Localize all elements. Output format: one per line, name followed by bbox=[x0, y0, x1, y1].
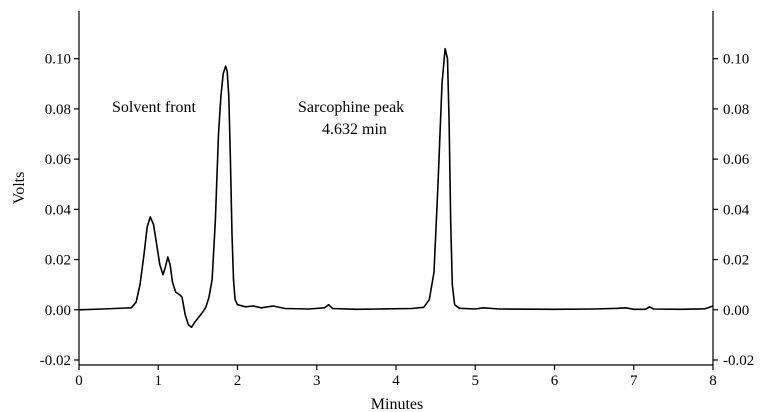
x-tick-label: 7 bbox=[630, 373, 638, 389]
y-tick-label-right: 0.06 bbox=[723, 152, 750, 168]
y-tick-label-right: 0.10 bbox=[723, 52, 749, 68]
x-tick-label: 4 bbox=[392, 373, 400, 389]
solvent-front-annotation: Solvent front bbox=[112, 99, 197, 116]
x-tick-label: 1 bbox=[155, 373, 163, 389]
tick-marks bbox=[74, 58, 718, 370]
y-tick-label-right: 0.00 bbox=[723, 303, 749, 319]
sarcophine-time-annotation: 4.632 min bbox=[322, 121, 387, 138]
y-tick-label-left: 0.06 bbox=[45, 152, 72, 168]
x-tick-label: 3 bbox=[313, 373, 321, 389]
x-axis-title: Minutes bbox=[371, 396, 423, 412]
x-tick-label: 0 bbox=[75, 373, 83, 389]
y-tick-label-left: 0.08 bbox=[45, 102, 71, 118]
x-tick-label: 2 bbox=[234, 373, 242, 389]
y-tick-label-right: 0.08 bbox=[723, 102, 749, 118]
x-tick-label: 6 bbox=[551, 373, 559, 389]
y-tick-label-right: -0.02 bbox=[723, 353, 754, 369]
tick-labels: 0 1 2 3 4 5 6 7 8 -0.02 -0.02 0.00 0.00 0.02 0.02 0.04 0… bbox=[40, 52, 755, 389]
y-tick-label-left: 0.02 bbox=[45, 253, 71, 269]
axes bbox=[78, 11, 714, 366]
y-tick-label-left: 0.04 bbox=[45, 202, 72, 218]
y-tick-label-left: -0.02 bbox=[40, 353, 71, 369]
y-tick-label-right: 0.02 bbox=[723, 253, 749, 269]
y-tick-label-left: 0.10 bbox=[45, 52, 71, 68]
y-tick-label-right: 0.04 bbox=[723, 202, 750, 218]
y-tick-label-left: 0.00 bbox=[45, 303, 71, 319]
x-tick-label: 8 bbox=[709, 373, 717, 389]
sarcophine-peak-annotation: Sarcophine peak bbox=[298, 99, 404, 116]
chromatogram-trace bbox=[78, 47, 714, 329]
x-tick-label: 5 bbox=[472, 373, 480, 389]
y-axis-title: Volts bbox=[11, 172, 28, 205]
